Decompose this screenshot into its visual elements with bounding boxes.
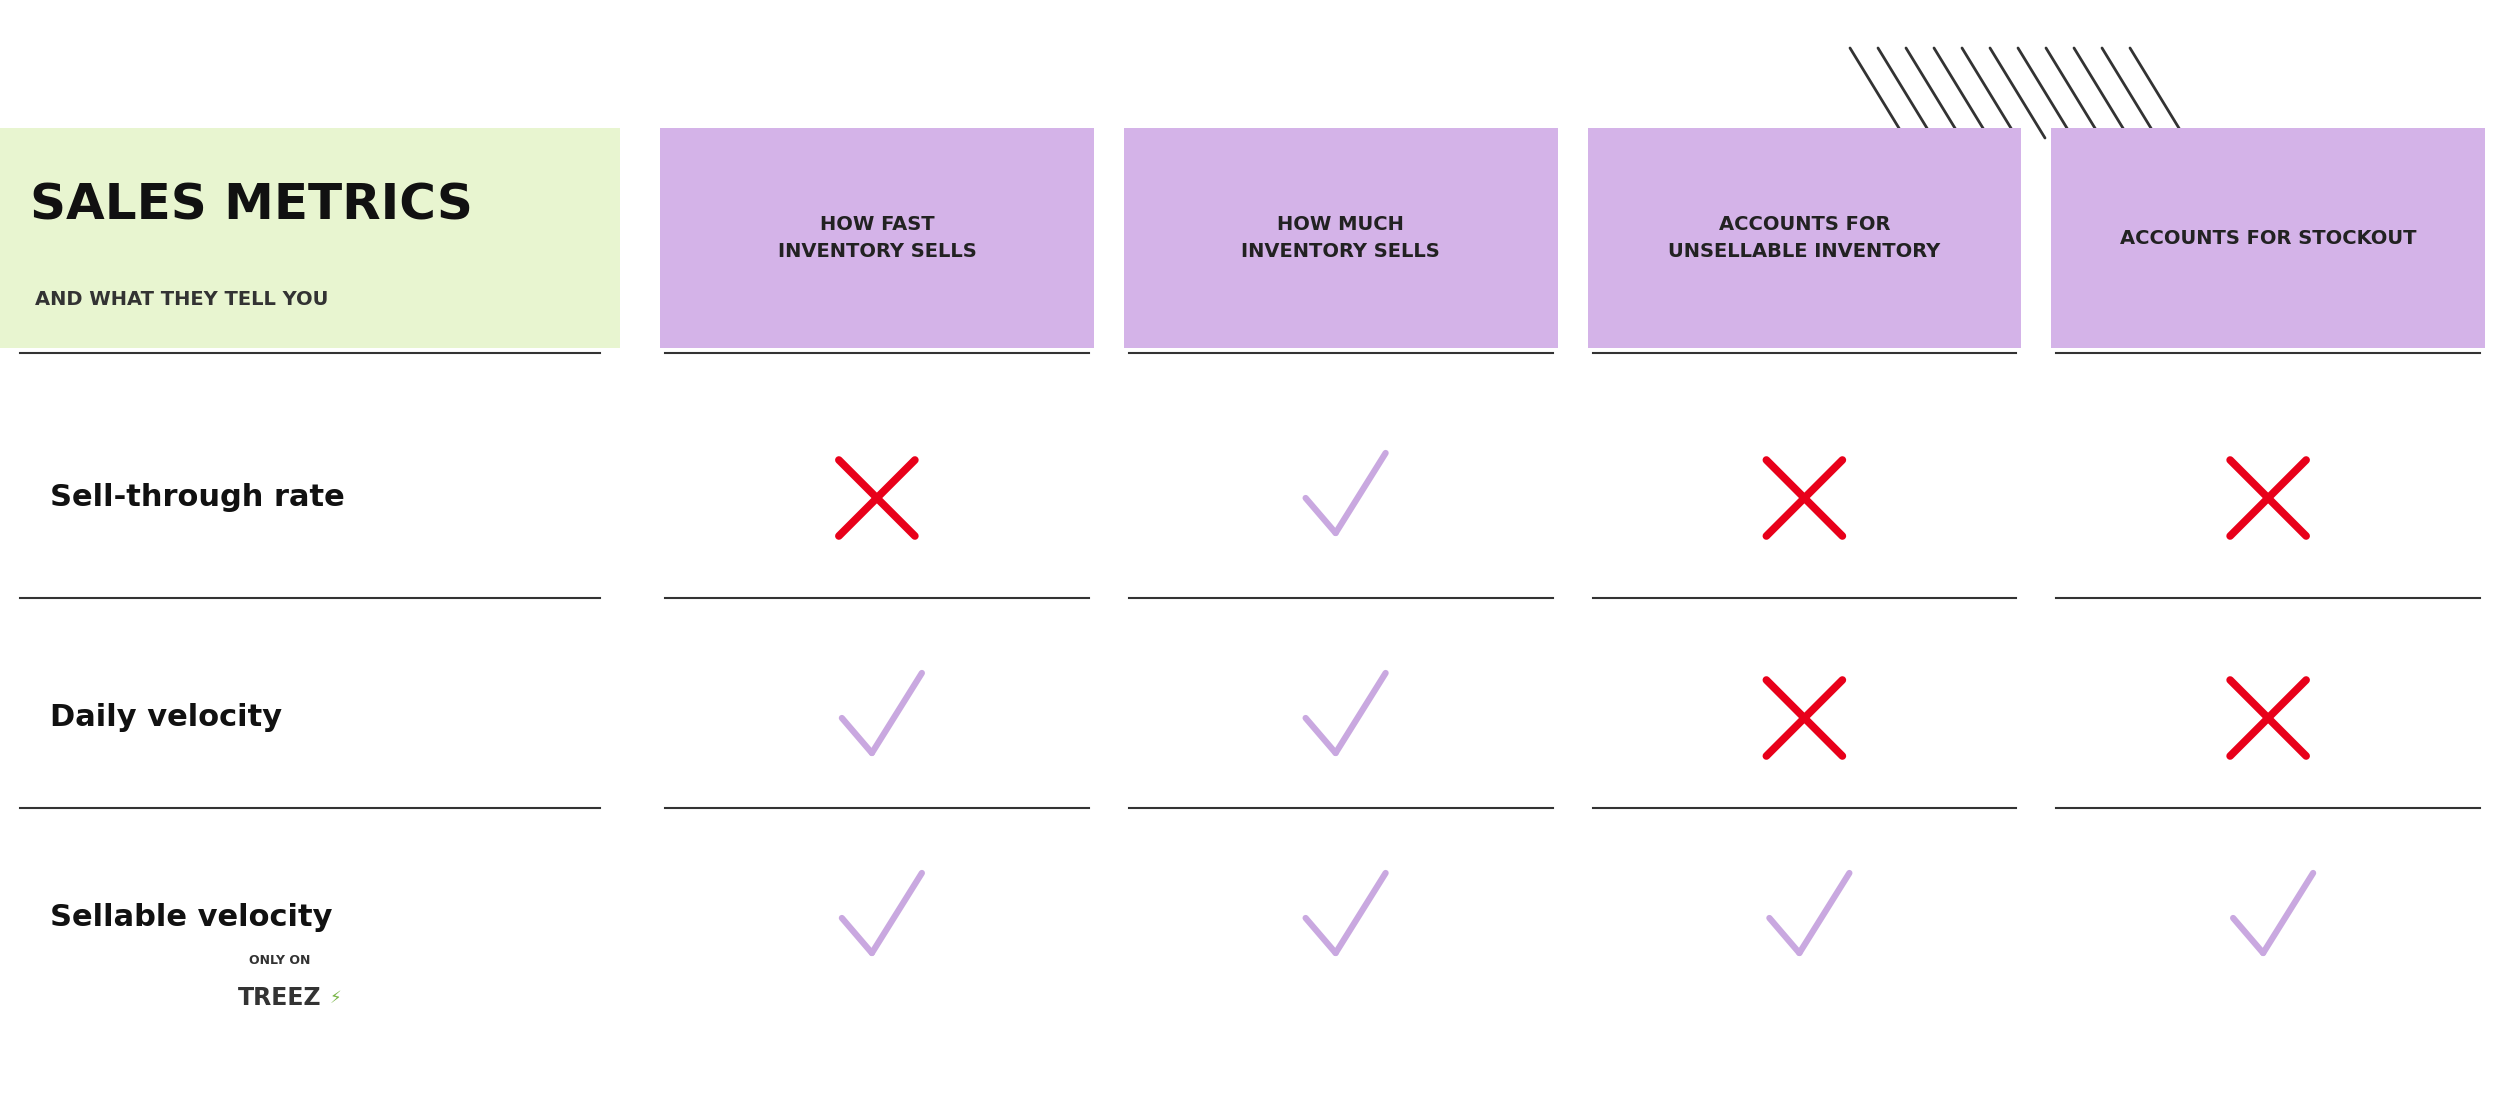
- Text: SALES METRICS: SALES METRICS: [30, 181, 472, 229]
- Text: AND WHAT THEY TELL YOU: AND WHAT THEY TELL YOU: [35, 290, 328, 310]
- Text: ACCOUNTS FOR
UNSELLABLE INVENTORY: ACCOUNTS FOR UNSELLABLE INVENTORY: [1668, 215, 1940, 260]
- Text: HOW FAST
INVENTORY SELLS: HOW FAST INVENTORY SELLS: [778, 215, 978, 260]
- FancyBboxPatch shape: [0, 128, 620, 348]
- Text: Sell-through rate: Sell-through rate: [50, 483, 345, 513]
- Text: Daily velocity: Daily velocity: [50, 704, 282, 732]
- Text: ACCOUNTS FOR STOCKOUT: ACCOUNTS FOR STOCKOUT: [2120, 228, 2418, 247]
- Text: HOW MUCH
INVENTORY SELLS: HOW MUCH INVENTORY SELLS: [1240, 215, 1440, 260]
- FancyBboxPatch shape: [2050, 128, 2485, 348]
- FancyBboxPatch shape: [660, 128, 1095, 348]
- Text: ⚡: ⚡: [330, 989, 340, 1007]
- FancyBboxPatch shape: [1588, 128, 2022, 348]
- FancyBboxPatch shape: [1125, 128, 1558, 348]
- Text: TREEZ: TREEZ: [238, 986, 322, 1010]
- Text: ONLY ON: ONLY ON: [250, 954, 310, 967]
- Text: Sellable velocity: Sellable velocity: [50, 904, 332, 932]
